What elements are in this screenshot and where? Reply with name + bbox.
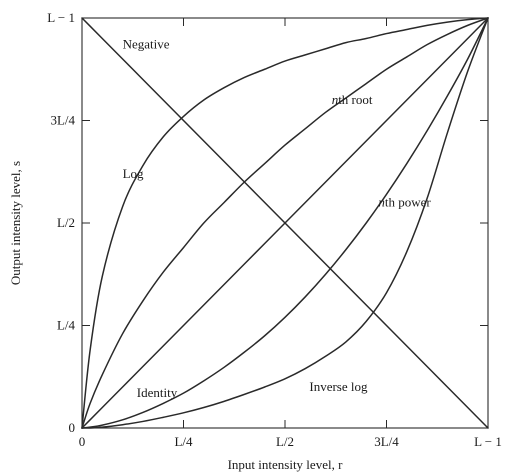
curve-label-nth-root: nth root <box>332 92 373 107</box>
curve-label-identity: Identity <box>137 385 178 400</box>
curve-nth-power <box>81 17 489 429</box>
curve-log <box>81 17 489 429</box>
x-axis-label: Input intensity level, r <box>228 457 343 472</box>
x-tick-label-0: 0 <box>79 434 86 449</box>
y-tick-label-3: 3L/4 <box>50 113 75 128</box>
x-tick-label-4: L − 1 <box>474 434 502 449</box>
curve-label-negative: Negative <box>123 37 170 52</box>
tick-labels: 0 L/4 L/2 3L/4 L − 1 0 L/4 L/2 3L/4 L − 1 <box>47 10 502 449</box>
y-axis-label: Output intensity level, s <box>8 161 23 285</box>
curves <box>81 17 489 429</box>
x-tick-label-3: 3L/4 <box>374 434 399 449</box>
curve-nth-root <box>81 17 489 429</box>
curve-label-inverse-log: Inverse log <box>309 379 368 394</box>
curve-label-log: Log <box>123 166 144 181</box>
curve-labels: Negative nth root Log nth power Identity Inve… <box>123 37 432 400</box>
ticks <box>82 18 488 428</box>
curve-inverse-log <box>81 17 489 429</box>
y-tick-label-0: 0 <box>69 420 76 435</box>
curve-identity <box>81 17 489 429</box>
curve-label-nth-power: nth power <box>378 195 431 210</box>
x-tick-label-1: L/4 <box>174 434 193 449</box>
y-tick-label-4: L − 1 <box>47 10 75 25</box>
x-tick-label-2: L/2 <box>276 434 294 449</box>
y-tick-label-1: L/4 <box>57 318 76 333</box>
curve-negative <box>81 17 489 429</box>
y-tick-label-2: L/2 <box>57 215 75 230</box>
